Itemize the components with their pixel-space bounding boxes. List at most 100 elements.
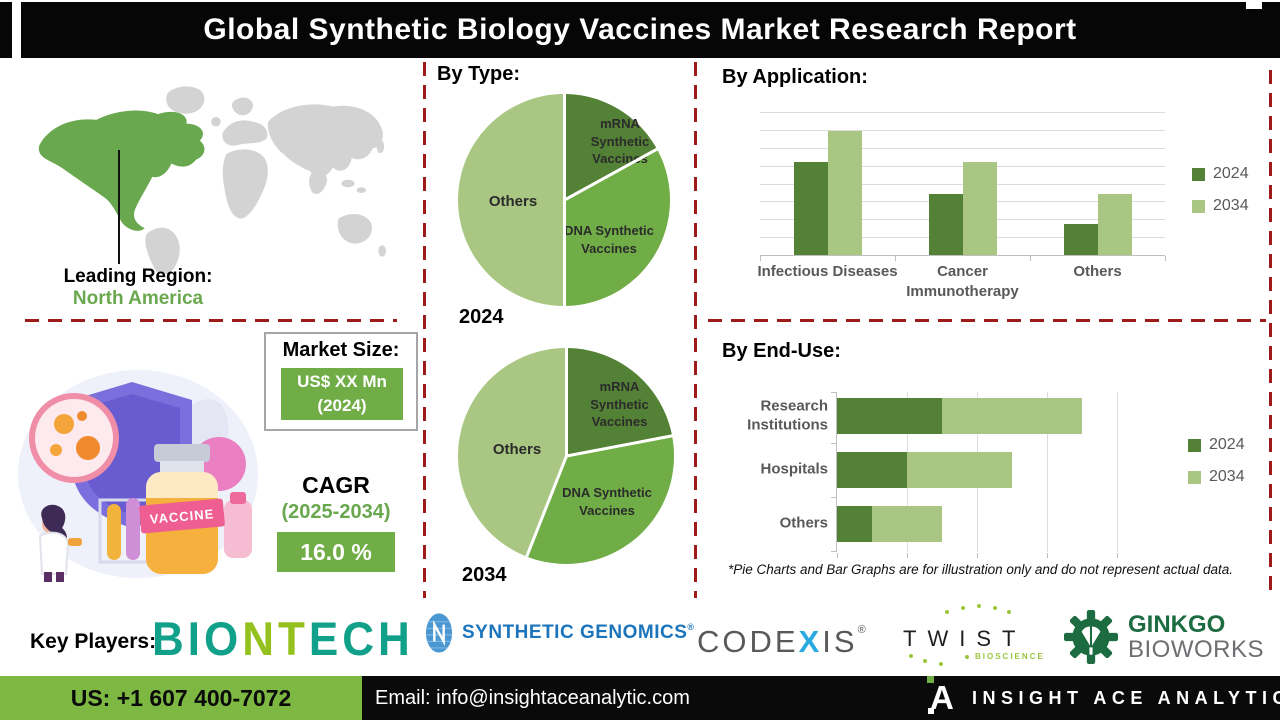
divider-horizontal-left [25,319,397,322]
bar-2024 [837,506,872,542]
chart-disclaimer: *Pie Charts and Bar Graphs are for illus… [728,562,1234,577]
cagr-block: CAGR (2025-2034) 16.0 % [270,472,402,572]
pie-slice-separator [565,434,673,458]
legend-item: 2034 [1192,197,1249,215]
market-size-value-badge: US$ XX Mn (2024) [281,368,403,420]
pie-slice-label-others: Others [488,193,538,210]
divider-horizontal-right [708,319,1266,322]
legend-swatch [1192,199,1205,213]
bar-2034 [827,130,862,255]
axis-tick [1030,256,1031,261]
application-legend: 2024 2034 [1192,165,1249,229]
axis-tick [837,553,838,558]
title-notch [1246,0,1262,9]
legend-item: 2024 [1192,165,1249,183]
market-size-box: Market Size: US$ XX Mn (2024) [264,332,418,431]
codexis-reg: ® [857,624,869,636]
category-label: Others [779,514,828,532]
bar-2024 [928,193,963,255]
bottle-label-text: VACCINE [149,506,215,527]
footer-bar: US: +1 607 400-7072 Email: info@insighta… [0,676,1280,720]
category-label: Research Institutions [747,397,828,433]
twist-bioscience-text: BIOSCIENCE [975,652,1045,661]
vaccine-illustration: VACCINE [12,352,264,584]
insight-ace-brand: A INSIGHT ACE ANALYTIC [927,676,1280,720]
axis-tick [831,551,836,552]
world-map [25,74,405,276]
legend-label: 2034 [1209,468,1245,485]
map-north-america [38,110,205,231]
pie-slice-label-mrna: mRNA Synthetic Vaccines [590,116,650,167]
bar-2034 [872,506,942,542]
gridline [1047,392,1048,552]
phone-number: US: +1 607 400-7072 [70,684,292,711]
axis-tick [831,392,836,393]
title-notch [12,0,21,58]
bar-2024 [837,452,907,488]
axis-tick [831,497,836,498]
end-use-legend: 2024 2034 [1188,436,1245,500]
title-bar: Global Synthetic Biology Vaccines Market… [0,2,1280,58]
category-label: Hospitals [760,460,828,478]
gridline [760,147,1165,149]
world-map-svg [38,86,386,276]
logo-green-dot [927,676,934,683]
ginkgo-text: GINKGO BIOWORKS [1128,610,1264,663]
gridline [760,112,1165,113]
bar-2024 [1063,223,1098,255]
legend-label: 2034 [1213,197,1249,214]
leading-region-value: North America [72,288,204,309]
pie-slice-label-mrna: mRNA Synthetic Vaccines [590,379,649,430]
axis-tick [907,553,908,558]
insight-ace-brand-text: INSIGHT ACE ANALYTIC [972,687,1280,708]
category-label: Infectious Diseases [757,263,898,280]
gridline [1117,392,1118,552]
heading-by-type: By Type: [437,63,520,85]
bar-2034 [942,398,1082,434]
pie-year-2024: 2024 [459,306,504,328]
cagr-heading: CAGR [302,472,370,498]
application-bar-chart [760,112,1166,261]
pie-chart-2024: mRNA Synthetic Vaccines DNA Synthetic Va… [458,94,670,306]
legend-swatch [1192,167,1205,181]
market-size-year: (2024) [317,396,367,415]
biontech-part1: BIO [152,613,243,666]
axis-tick [1047,553,1048,558]
bar-2034 [907,452,1012,488]
bar-2024 [837,398,942,434]
gridline [760,129,1165,131]
divider-vertical-middle [694,62,697,598]
heading-by-end-use: By End-Use: [722,340,841,362]
logo-codexis: CODEXIS® [697,624,869,660]
page-title: Global Synthetic Biology Vaccines Market… [203,13,1077,46]
legend-swatch [1188,438,1201,452]
market-size-value: US$ XX Mn [297,372,387,392]
insight-ace-logo-icon: A [927,676,958,717]
end-use-category-labels: Research Institutions Hospitals Others [704,392,828,552]
cagr-value-badge: 16.0 % [277,532,395,572]
axis-tick [977,553,978,558]
legend-item: 2024 [1188,436,1245,454]
axis-tick [1117,553,1118,558]
end-use-bar-chart [831,392,1118,558]
axis-tick [1165,256,1166,261]
logo-biontech: BIONTECH [152,613,414,667]
pie-slice-label-dna: DNA Synthetic Vaccines [564,223,654,256]
bar-2034 [962,162,997,255]
logo-white-dot [928,708,934,714]
divider-vertical-left [423,62,426,598]
pie-year-2034: 2034 [462,564,507,586]
axis-tick [831,443,836,444]
legend-label: 2024 [1213,165,1249,182]
synthetic-genomics-icon [425,613,453,653]
key-players-label: Key Players: [30,630,157,653]
cagr-period: (2025-2034) [281,501,391,523]
category-label: Cancer Immunotherapy [906,263,1019,300]
ginkgo-line1: GINKGO [1128,610,1226,638]
logo-synthetic-genomics: SYNTHETIC GENOMICS® [425,612,695,654]
pie-slice-label-others: Others [492,441,542,458]
footer-phone-block: US: +1 607 400-7072 [0,676,362,720]
logo-twist-bioscience: TWIST BIOSCIENCE [903,604,1053,666]
pie-slice-label-dna: DNA Synthetic Vaccines [562,485,652,518]
twist-text: TWIST [903,626,1027,651]
